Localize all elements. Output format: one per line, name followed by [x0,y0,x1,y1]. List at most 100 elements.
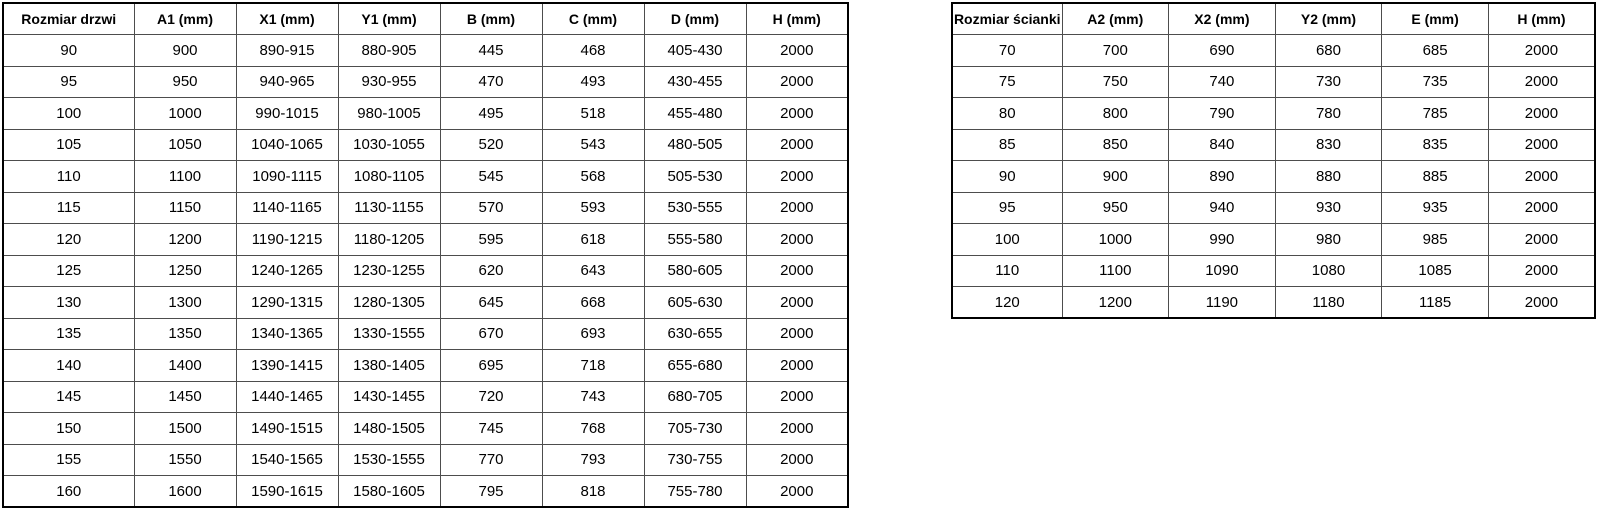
table-cell: 1190 [1168,286,1276,319]
table-cell: 2000 [745,223,849,256]
table-cell: 2000 [745,349,849,382]
table-cell: 885 [1381,160,1489,193]
table-cell: 620 [439,254,543,287]
table-cell: 1400 [133,349,237,382]
table-cell: 1480-1505 [337,412,441,445]
table-cell: 680-705 [643,380,747,413]
table-cell: 2000 [1487,254,1596,287]
table-cell: 1530-1555 [337,443,441,476]
table-cell: 680 [1274,34,1383,67]
table-cell: 818 [541,475,645,508]
table-row: 75 750 740 730 735 2000 [951,65,1596,98]
table-cell: 1240-1265 [235,254,339,287]
table-cell: 605-630 [643,286,747,319]
table-row: 80 800 790 780 785 2000 [951,97,1596,130]
table-cell: 2000 [745,286,849,319]
table-cell: 850 [1061,128,1170,161]
table-cell: 1000 [1061,223,1170,256]
table-cell: 130 [2,286,135,319]
table-cell: 155 [2,443,135,476]
table-cell: 110 [951,254,1063,287]
column-header: A1 (mm) [133,2,237,35]
table-cell: 670 [439,317,543,350]
table-cell: 430-455 [643,65,747,98]
table-cell: 1130-1155 [337,191,441,224]
header-row: Rozmiar drzwi A1 (mm) X1 (mm) Y1 (mm) B (mm)… [2,2,849,35]
table-cell: 835 [1381,128,1489,161]
table-cell: 2000 [745,412,849,445]
table-cell: 1100 [1061,254,1170,287]
table-cell: 693 [541,317,645,350]
table-cell: 2000 [745,380,849,413]
table-cell: 768 [541,412,645,445]
table-cell: 100 [2,97,135,130]
table-cell: 2000 [745,160,849,193]
table-cell: 618 [541,223,645,256]
table-cell: 100 [951,223,1063,256]
table-cell: 95 [951,191,1063,224]
table-cell: 1300 [133,286,237,319]
table-cell: 1490-1515 [235,412,339,445]
table-cell: 518 [541,97,645,130]
table-cell: 730 [1274,65,1383,98]
table-cell: 740 [1168,65,1276,98]
table-cell: 790 [1168,97,1276,130]
table-cell: 940-965 [235,65,339,98]
table-cell: 115 [2,191,135,224]
table-cell: 493 [541,65,645,98]
table-cell: 800 [1061,97,1170,130]
table-cell: 90 [951,160,1063,193]
table-cell: 793 [541,443,645,476]
table-cell: 1185 [1381,286,1489,319]
table-cell: 630-655 [643,317,747,350]
table-cell: 570 [439,191,543,224]
table-cell: 505-530 [643,160,747,193]
table-cell: 750 [1061,65,1170,98]
table-cell: 900 [1061,160,1170,193]
table-cell: 2000 [745,317,849,350]
table-cell: 720 [439,380,543,413]
table-cell: 795 [439,475,543,508]
table-cell: 1050 [133,128,237,161]
table-cell: 1100 [133,160,237,193]
table-cell: 1250 [133,254,237,287]
table-cell: 985 [1381,223,1489,256]
table-cell: 1040-1065 [235,128,339,161]
table-cell: 980 [1274,223,1383,256]
table-cell: 1230-1255 [337,254,441,287]
table-cell: 1180 [1274,286,1383,319]
table-row: 150 1500 1490-1515 1480-1505 745 768 705-730 20… [2,412,849,445]
column-header: A2 (mm) [1061,2,1170,35]
table-cell: 2000 [745,475,849,508]
table-row: 130 1300 1290-1315 1280-1305 645 668 605-630 20… [2,286,849,319]
column-header: C (mm) [541,2,645,35]
wall-panel-size-table: Rozmiar ścianki A2 (mm) X2 (mm) Y2 (mm) E (m… [951,2,1596,319]
table-cell: 530-555 [643,191,747,224]
table-cell: 1000 [133,97,237,130]
table-cell: 2000 [1487,97,1596,130]
table-cell: 743 [541,380,645,413]
table-cell: 1290-1315 [235,286,339,319]
table-cell: 1550 [133,443,237,476]
table-cell: 470 [439,65,543,98]
table-row: 90 900 890 880 885 2000 [951,160,1596,193]
table-cell: 580-605 [643,254,747,287]
table-cell: 935 [1381,191,1489,224]
table-cell: 950 [1061,191,1170,224]
table-row: 100 1000 990-1015 980-1005 495 518 455-480 2000 [2,97,849,130]
table-row: 100 1000 990 980 985 2000 [951,223,1596,256]
table-cell: 770 [439,443,543,476]
table-cell: 1085 [1381,254,1489,287]
table-cell: 1280-1305 [337,286,441,319]
table-cell: 685 [1381,34,1489,67]
table-cell: 755-780 [643,475,747,508]
table-cell: 950 [133,65,237,98]
column-header: X2 (mm) [1168,2,1276,35]
table-row: 90 900 890-915 880-905 445 468 405-430 2000 [2,34,849,67]
column-header: B (mm) [439,2,543,35]
table-cell: 105 [2,128,135,161]
table-cell: 495 [439,97,543,130]
table-cell: 595 [439,223,543,256]
table-cell: 1090 [1168,254,1276,287]
